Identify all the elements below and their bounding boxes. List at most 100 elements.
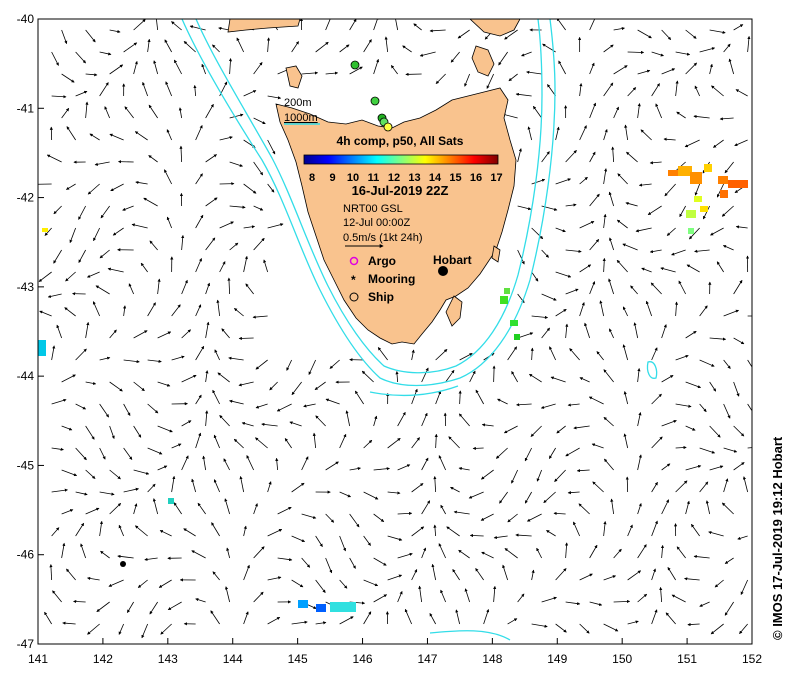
current-arrow [93, 227, 100, 242]
current-scale-label: 0.5m/s (1kt 24h) [343, 232, 422, 244]
current-arrow [724, 601, 734, 616]
current-arrow [685, 425, 696, 431]
current-arrow [579, 573, 593, 581]
mainland-northeast [469, 19, 521, 37]
current-arrow [253, 117, 266, 125]
current-arrow [217, 372, 230, 383]
current-arrow [214, 349, 220, 361]
current-arrow [723, 309, 740, 317]
current-arrow [728, 58, 735, 75]
current-arrow [550, 376, 566, 383]
current-arrow [339, 535, 346, 552]
current-arrow [691, 523, 700, 537]
current-arrow [684, 577, 700, 581]
current-arrow [635, 227, 652, 233]
current-arrow [603, 521, 607, 537]
current-arrow [349, 66, 363, 75]
current-arrow [197, 502, 206, 515]
current-arrow [671, 249, 686, 256]
current-arrow [89, 133, 100, 141]
current-arrow [349, 513, 360, 528]
current-arrow [303, 403, 316, 408]
current-arrow [469, 370, 476, 383]
current-arrow [721, 205, 734, 217]
current-arrow [627, 87, 637, 97]
current-arrow [167, 601, 182, 611]
current-arrow [80, 543, 87, 559]
current-arrow [75, 348, 87, 361]
current-arrow [622, 344, 629, 361]
current-arrow [421, 500, 431, 515]
current-arrow [613, 106, 619, 119]
current-arrow [633, 322, 639, 339]
current-arrow [229, 205, 246, 209]
current-arrow [267, 95, 282, 100]
plot-frame [37, 18, 753, 645]
colorbar-tick-label: 10 [347, 172, 359, 184]
current-arrow [61, 29, 68, 45]
current-arrow [96, 601, 110, 612]
current-arrow [622, 243, 638, 251]
current-arrow [291, 620, 308, 625]
current-arrow [166, 216, 173, 229]
current-arrow [205, 370, 209, 383]
current-arrow [567, 403, 580, 407]
current-arrow [625, 201, 638, 207]
current-arrow [123, 447, 133, 460]
current-arrow [286, 359, 292, 371]
y-tick-label: -42 [17, 191, 35, 205]
current-arrow [361, 370, 374, 383]
current-arrow [480, 469, 494, 480]
current-arrow [53, 205, 62, 215]
current-arrow [589, 239, 600, 251]
current-arrow [339, 579, 348, 589]
current-arrow [604, 458, 614, 471]
current-arrow [524, 491, 532, 504]
current-arrow [123, 359, 140, 364]
current-arrow [435, 349, 448, 361]
current-arrow [515, 533, 532, 537]
current-arrow [201, 63, 207, 75]
current-arrow [555, 178, 571, 185]
current-arrow [579, 125, 587, 141]
current-arrow [263, 259, 269, 273]
current-arrow [699, 447, 716, 454]
current-arrow [216, 299, 221, 317]
current-arrow [411, 483, 424, 493]
current-arrow [637, 502, 642, 515]
current-arrow [325, 19, 331, 31]
current-arrow [66, 126, 76, 141]
current-arrow [459, 353, 473, 361]
current-arrow [651, 436, 663, 449]
current-arrow [373, 594, 388, 603]
current-arrow [65, 271, 76, 282]
current-arrow [705, 500, 711, 515]
current-arrow [69, 227, 77, 244]
current-arrow [171, 475, 176, 493]
current-arrow [637, 69, 651, 75]
current-arrow [183, 528, 196, 537]
current-arrow [609, 328, 614, 339]
current-arrow [481, 423, 494, 427]
current-arrow [685, 464, 702, 471]
current-arrow [144, 557, 158, 561]
current-arrow [133, 19, 146, 31]
current-arrow [205, 410, 209, 427]
current-arrow [390, 65, 398, 75]
current-arrow [363, 535, 371, 546]
current-arrow [73, 599, 86, 604]
current-arrow [397, 511, 413, 516]
current-arrow [649, 161, 662, 165]
current-arrow [75, 51, 86, 64]
current-arrow [205, 154, 217, 163]
current-arrow [651, 83, 660, 97]
current-arrow [541, 151, 550, 163]
x-tick-label: 148 [482, 652, 502, 666]
current-arrow [241, 421, 254, 427]
current-arrow [39, 310, 52, 317]
current-arrow [44, 611, 52, 625]
current-arrow [531, 569, 535, 581]
current-arrow [109, 381, 123, 392]
current-arrow [517, 593, 525, 603]
current-arrow [504, 29, 518, 40]
